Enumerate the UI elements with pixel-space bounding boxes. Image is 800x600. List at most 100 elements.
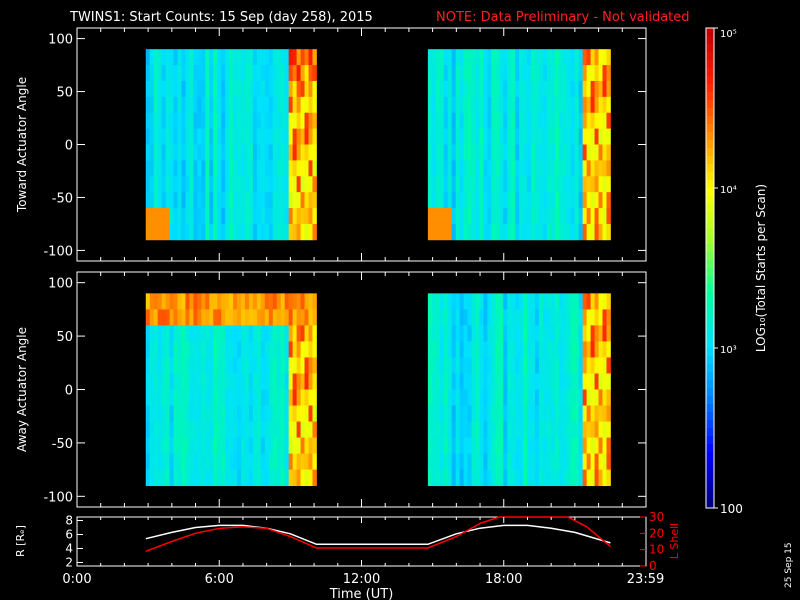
heatmap-cell xyxy=(554,453,560,471)
heatmap-cell xyxy=(272,373,278,390)
heatmap-cell xyxy=(268,223,274,241)
heatmap-cell xyxy=(503,49,508,66)
heatmap-cell xyxy=(225,96,230,114)
heatmap-cell xyxy=(161,112,166,130)
heatmap-cell xyxy=(590,421,595,438)
heatmap-cell xyxy=(515,223,520,241)
heatmap-cell xyxy=(455,405,461,422)
heatmap-cell xyxy=(427,112,433,130)
heatmap-cell xyxy=(531,192,536,209)
heatmap-cell xyxy=(280,421,286,438)
heatmap-cell xyxy=(296,176,301,193)
heatmap-cell xyxy=(451,96,457,114)
heatmap-cell xyxy=(582,373,588,390)
left-tick-label: 4 xyxy=(65,542,73,556)
heatmap-cell xyxy=(574,437,580,454)
heatmap-cell xyxy=(149,453,155,471)
y-tick-label: -100 xyxy=(43,244,73,259)
heatmap-cell xyxy=(268,160,274,177)
heatmap-cell xyxy=(213,112,218,130)
heatmap-cell xyxy=(296,469,301,487)
heatmap-cell xyxy=(539,341,544,358)
heatmap-cell xyxy=(487,223,492,241)
heatmap-cell xyxy=(209,80,214,98)
heatmap-cell xyxy=(217,192,222,209)
heatmap-cell xyxy=(153,112,159,130)
heatmap-cell xyxy=(574,421,580,438)
heatmap-cell xyxy=(475,49,480,66)
heatmap-cell xyxy=(598,421,603,438)
heatmap-cell xyxy=(427,192,433,209)
heatmap-cell xyxy=(455,389,461,406)
heatmap-cell xyxy=(312,293,317,310)
heatmap-cell xyxy=(435,293,441,310)
heatmap-cell xyxy=(515,293,520,310)
heatmap-cell xyxy=(284,421,290,438)
heatmap-cell xyxy=(189,389,194,406)
heatmap-cell xyxy=(566,112,572,130)
right-tick-label: 30 xyxy=(649,510,664,524)
heatmap-cell xyxy=(181,373,186,390)
heatmap-cell xyxy=(304,293,309,310)
heatmap-cell xyxy=(145,49,151,66)
heatmap-cell xyxy=(546,357,552,374)
heatmap-cell xyxy=(237,112,242,130)
heatmap-cell xyxy=(503,160,508,177)
heatmap-cell xyxy=(225,80,230,98)
heatmap-cell xyxy=(161,437,166,454)
heatmap-cell xyxy=(487,65,492,82)
heatmap-cell xyxy=(562,373,568,390)
heatmap-cell xyxy=(554,357,560,374)
heatmap-cell xyxy=(578,144,584,161)
heatmap-cell xyxy=(264,144,270,161)
heatmap-cell xyxy=(586,437,591,454)
heatmap-cell xyxy=(503,208,508,225)
heatmap-cell xyxy=(237,437,242,454)
heatmap-cell xyxy=(606,223,611,241)
heatmap-cell xyxy=(427,128,433,145)
heatmap-cell xyxy=(284,176,290,193)
heatmap-cell xyxy=(169,469,174,487)
heatmap-cell xyxy=(153,128,159,145)
heatmap-cell xyxy=(233,80,238,98)
heatmap-cell xyxy=(248,65,254,82)
heatmap-cell xyxy=(479,144,484,161)
heatmap-cell xyxy=(523,389,528,406)
colorbar-swatch xyxy=(706,292,714,301)
heatmap-cell xyxy=(304,192,309,209)
heatmap-cell xyxy=(574,469,580,487)
heatmap-cell xyxy=(284,96,290,114)
heatmap-cell xyxy=(439,128,445,145)
heatmap-cell xyxy=(554,65,560,82)
heatmap-cell xyxy=(177,325,182,342)
heatmap-cell xyxy=(300,373,305,390)
heatmap-cell xyxy=(431,208,437,225)
heatmap-cell xyxy=(149,405,155,422)
heatmap-cell xyxy=(300,293,305,310)
heatmap-cell xyxy=(554,112,560,130)
heatmap-cell xyxy=(431,96,437,114)
heatmap-cell xyxy=(515,341,520,358)
heatmap-cell xyxy=(161,357,166,374)
heatmap-cell xyxy=(447,293,453,310)
heatmap-cell xyxy=(241,65,246,82)
heatmap-cell xyxy=(237,65,242,82)
heatmap-cell xyxy=(252,405,258,422)
heatmap-cell xyxy=(201,160,206,177)
heatmap-cell xyxy=(181,160,186,177)
heatmap-cell xyxy=(463,389,468,406)
heatmap-cell xyxy=(431,309,437,326)
heatmap-cell xyxy=(447,325,453,342)
heatmap-cell xyxy=(161,49,166,66)
heatmap-cell xyxy=(566,208,572,225)
heatmap-cell xyxy=(292,208,298,225)
heatmap-cell xyxy=(288,357,294,374)
heatmap-cell xyxy=(562,437,568,454)
heatmap-cell xyxy=(225,176,230,193)
heatmap-cell xyxy=(276,176,282,193)
heatmap-cell xyxy=(582,453,588,471)
heatmap-cell xyxy=(594,176,599,193)
heatmap-cell xyxy=(467,112,472,130)
heatmap-cell xyxy=(304,453,309,471)
heatmap-cell xyxy=(284,128,290,145)
